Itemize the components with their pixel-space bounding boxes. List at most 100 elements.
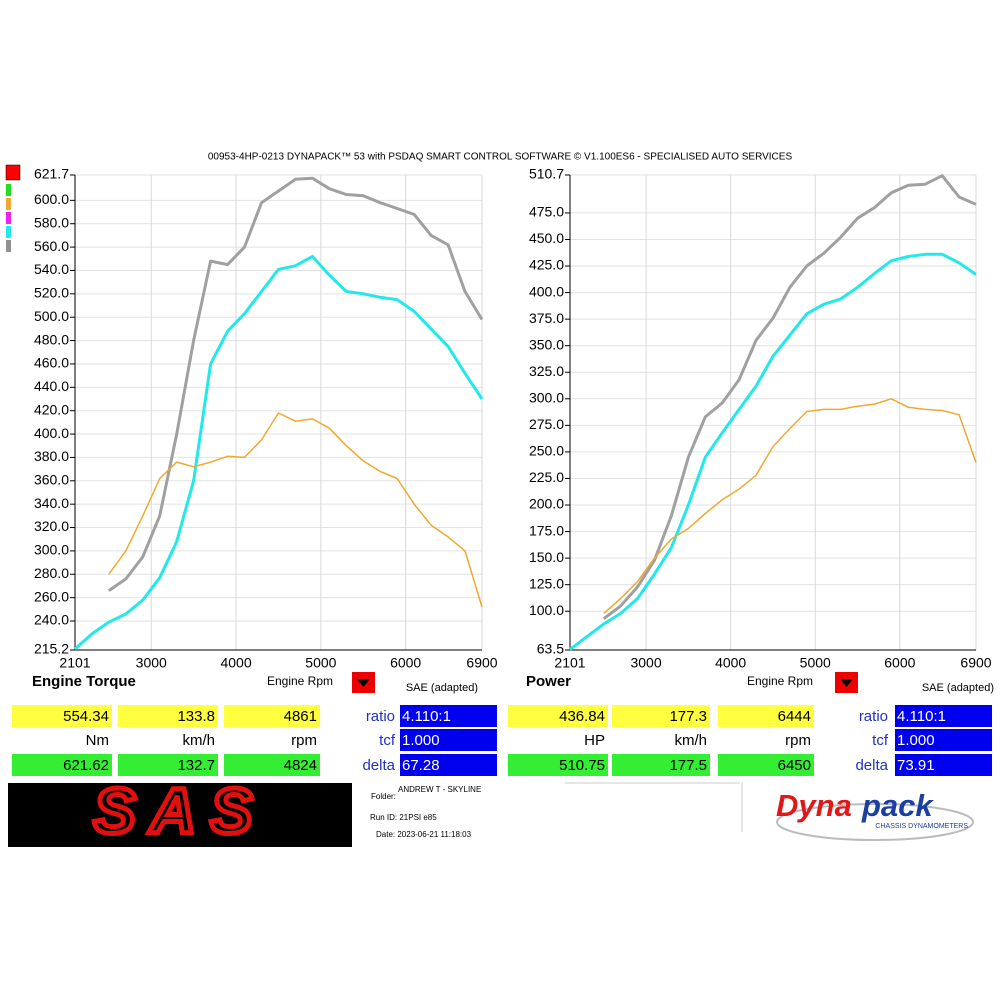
readout-value: 4.110:1 <box>402 708 451 725</box>
run-color[interactable] <box>6 184 11 196</box>
y-tick-label: 580.0 <box>34 214 69 230</box>
y-tick-label: 375.0 <box>529 310 564 326</box>
sas-logo: SAS <box>93 775 267 847</box>
row2-value: 4824 <box>284 757 317 774</box>
run-color[interactable] <box>6 212 11 224</box>
units-value: HP <box>584 732 605 749</box>
y-tick-label: 240.0 <box>34 612 69 628</box>
sas-logo-bg <box>8 783 352 847</box>
run-colors <box>5 164 21 252</box>
run-color[interactable] <box>6 240 11 252</box>
y-tick-label: 475.0 <box>529 204 564 220</box>
units-value: km/h <box>182 732 215 749</box>
x-tick-label: 3000 <box>136 655 167 671</box>
row1-value: 133.8 <box>177 708 215 725</box>
y-tick-label: 200.0 <box>529 496 564 512</box>
row1-value: 177.3 <box>669 708 707 725</box>
row1-box <box>508 705 608 727</box>
row2-value: 510.75 <box>559 757 605 774</box>
row2-box <box>118 754 218 776</box>
run-color[interactable] <box>6 198 11 210</box>
row1-value: 6444 <box>778 708 811 725</box>
x-tick-label: 6000 <box>884 655 915 671</box>
row1-box <box>224 705 320 727</box>
series-line <box>107 176 484 592</box>
readout-box <box>400 705 497 727</box>
y-tick-label: 480.0 <box>34 331 69 347</box>
y-tick-label: 560.0 <box>34 238 69 254</box>
row2-box <box>224 754 320 776</box>
y-tick-label: 540.0 <box>34 261 69 277</box>
dynapack-swoosh <box>776 803 974 841</box>
readout-label: ratio <box>366 708 395 725</box>
run-id: Run ID: 21PSI e85 <box>370 813 437 822</box>
y-tick-label: 440.0 <box>34 378 69 394</box>
y-tick-label: 325.0 <box>529 363 564 379</box>
readout-box <box>400 729 497 751</box>
readout-label: delta <box>855 757 888 774</box>
y-tick-label: 360.0 <box>34 472 69 488</box>
dynapack-logo-a: Dyna <box>776 788 852 823</box>
y-tick-label: 425.0 <box>529 257 564 273</box>
dropdown-arrow <box>840 679 853 687</box>
series-line <box>602 174 977 620</box>
x-tick-label: 5000 <box>305 655 336 671</box>
y-tick-label: 510.7 <box>529 166 564 182</box>
folder-value: ANDREW T - SKYLINE <box>398 785 481 794</box>
y-tick-label: 450.0 <box>529 230 564 246</box>
chart-title: Engine Torque <box>32 673 136 690</box>
run-color[interactable] <box>6 226 11 238</box>
dynapack-sub: CHASSIS DYNAMOMETERS <box>875 823 968 830</box>
readout-value: 1.000 <box>897 732 935 749</box>
y-tick-label: 600.0 <box>34 191 69 207</box>
y-tick-label: 320.0 <box>34 518 69 534</box>
units-value: Nm <box>86 732 109 749</box>
readout-value: 1.000 <box>402 732 440 749</box>
run-color[interactable] <box>5 164 21 181</box>
readout-label: tcf <box>872 732 889 749</box>
row2-value: 177.5 <box>669 757 707 774</box>
y-tick-label: 350.0 <box>529 336 564 352</box>
row1-box <box>612 705 710 727</box>
x-axis-label: Engine Rpm <box>267 674 333 688</box>
readout-box <box>895 705 992 727</box>
readout-value: 73.91 <box>897 757 935 774</box>
row2-box <box>718 754 814 776</box>
y-tick-label: 250.0 <box>529 443 564 459</box>
x-tick-label: 6000 <box>390 655 421 671</box>
y-tick-label: 225.0 <box>529 469 564 485</box>
row2-box <box>612 754 710 776</box>
y-tick-label: 300.0 <box>34 542 69 558</box>
readout-value: 67.28 <box>402 757 440 774</box>
dropdown-arrow <box>357 679 370 687</box>
series-line <box>108 412 483 608</box>
y-tick-label: 621.7 <box>34 166 69 182</box>
run-date: Date: 2023-06-21 11:18:03 <box>376 830 472 839</box>
y-tick-label: 340.0 <box>34 495 69 511</box>
standard-note: SAE (adapted) <box>406 682 478 694</box>
y-tick-label: 420.0 <box>34 401 69 417</box>
row1-box <box>118 705 218 727</box>
x-tick-label: 4000 <box>715 655 746 671</box>
units-value: km/h <box>674 732 707 749</box>
row1-box <box>718 705 814 727</box>
chart-title: Power <box>526 673 571 690</box>
y-tick-label: 100.0 <box>529 602 564 618</box>
y-tick-label: 400.0 <box>529 283 564 299</box>
y-tick-label: 175.0 <box>529 522 564 538</box>
x-tick-label: 2101 <box>554 655 585 671</box>
readout-value: 4.110:1 <box>897 708 946 725</box>
x-tick-label: 4000 <box>220 655 251 671</box>
y-tick-label: 500.0 <box>34 308 69 324</box>
y-tick-label: 460.0 <box>34 355 69 371</box>
x-tick-label: 3000 <box>630 655 661 671</box>
dynapack-logo-b: pack <box>861 788 934 823</box>
row2-box <box>508 754 608 776</box>
row1-box <box>12 705 112 727</box>
y-tick-label: 215.2 <box>34 641 69 657</box>
readout-box <box>895 754 992 776</box>
y-tick-label: 380.0 <box>34 448 69 464</box>
row2-value: 6450 <box>778 757 811 774</box>
